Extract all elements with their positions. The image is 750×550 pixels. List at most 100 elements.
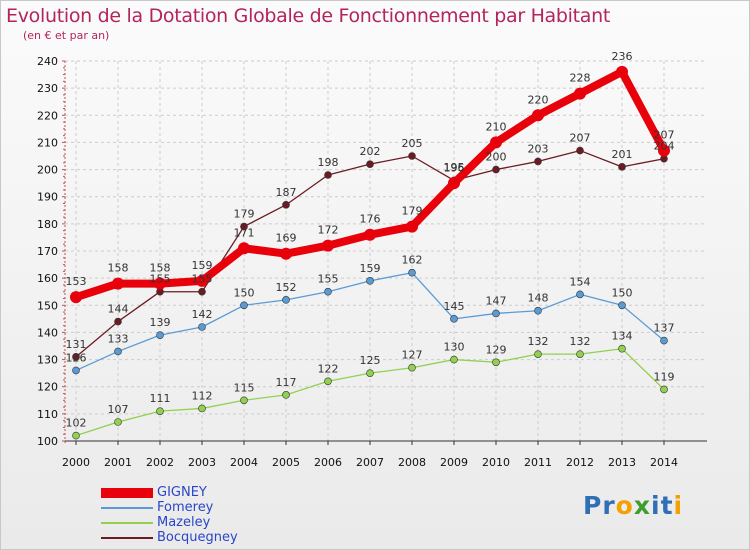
data-label-fomerey: 147 xyxy=(486,294,507,307)
data-point-gigney xyxy=(112,277,124,290)
data-label-gigney: 153 xyxy=(66,275,87,288)
data-point-fomerey xyxy=(198,323,206,331)
data-point-fomerey xyxy=(534,306,542,315)
data-point-bocquegney xyxy=(282,201,290,209)
data-point-gigney xyxy=(532,109,544,122)
data-label-gigney: 195 xyxy=(444,161,465,174)
data-label-mazeley: 132 xyxy=(528,335,549,348)
y-tick-label: 240 xyxy=(37,55,58,68)
data-label-fomerey: 148 xyxy=(528,292,549,305)
data-point-gigney xyxy=(448,177,460,190)
x-tick-label: 2000 xyxy=(62,456,90,469)
y-tick-label: 170 xyxy=(37,245,58,258)
y-tick-label: 200 xyxy=(37,164,58,177)
y-tick-label: 180 xyxy=(37,218,58,231)
y-tick-label: 190 xyxy=(37,191,58,204)
data-point-mazeley xyxy=(366,369,374,377)
data-point-fomerey xyxy=(450,315,458,323)
data-point-mazeley xyxy=(156,407,164,415)
data-point-mazeley xyxy=(660,385,668,394)
data-point-fomerey xyxy=(282,296,290,304)
data-label-bocquegney: 198 xyxy=(318,156,339,169)
data-label-mazeley: 130 xyxy=(444,341,465,354)
data-label-gigney: 176 xyxy=(360,213,381,226)
data-point-mazeley xyxy=(492,358,500,367)
data-point-mazeley xyxy=(282,391,290,399)
data-label-mazeley: 134 xyxy=(612,330,633,343)
data-label-mazeley: 132 xyxy=(570,335,591,348)
y-tick-label: 220 xyxy=(37,109,58,122)
data-label-gigney: 228 xyxy=(570,72,591,85)
data-point-gigney xyxy=(70,291,82,304)
data-label-gigney: 207 xyxy=(654,129,675,142)
data-label-gigney: 236 xyxy=(612,50,633,63)
data-point-mazeley xyxy=(534,350,542,358)
legend-item-gigney: GIGNEY xyxy=(101,485,321,500)
data-point-gigney xyxy=(280,247,292,260)
data-label-bocquegney: 179 xyxy=(234,208,255,221)
data-point-gigney xyxy=(490,136,502,149)
legend-label: GIGNEY xyxy=(157,485,207,500)
data-labels: 153 158 158 159 171 169 172 176 179 195 210 220 228 2… xyxy=(66,50,675,430)
y-tick-label: 210 xyxy=(37,136,58,149)
data-label-gigney: 159 xyxy=(192,259,213,272)
data-point-gigney xyxy=(616,65,628,78)
data-label-mazeley: 112 xyxy=(192,389,213,402)
data-point-mazeley xyxy=(72,431,80,440)
data-point-fomerey xyxy=(156,331,164,339)
data-label-bocquegney: 144 xyxy=(108,303,129,316)
logo-letter: r xyxy=(602,491,616,520)
data-point-mazeley xyxy=(450,355,458,364)
y-tick-label: 140 xyxy=(37,326,58,339)
x-tick-label: 2009 xyxy=(440,456,468,469)
legend-item-mazeley: Mazeley xyxy=(101,515,321,530)
data-label-bocquegney: 131 xyxy=(66,338,87,351)
y-tick-label: 160 xyxy=(37,272,58,285)
data-label-bocquegney: 202 xyxy=(360,145,381,158)
data-label-fomerey: 162 xyxy=(402,254,423,267)
data-point-gigney xyxy=(322,239,334,252)
legend-item-fomerey: Fomerey xyxy=(101,500,321,515)
legend-label: Fomerey xyxy=(157,500,214,515)
legend-item-bocquegney: Bocquegney xyxy=(101,530,321,545)
data-label-bocquegney: 187 xyxy=(276,186,297,199)
data-label-fomerey: 142 xyxy=(192,308,213,321)
chart-subtitle: (en € et par an) xyxy=(23,29,110,42)
data-point-bocquegney xyxy=(72,353,80,361)
data-point-mazeley xyxy=(324,377,332,386)
data-label-gigney: 171 xyxy=(234,226,255,239)
legend-swatch xyxy=(101,488,153,498)
data-label-gigney: 179 xyxy=(402,205,423,218)
logo-letter: i xyxy=(651,491,661,520)
legend-swatch xyxy=(101,507,153,509)
x-tick-label: 2007 xyxy=(356,456,384,469)
data-label-bocquegney: 205 xyxy=(402,137,423,150)
data-label-mazeley: 107 xyxy=(108,403,129,416)
data-label-mazeley: 125 xyxy=(360,354,381,367)
data-label-fomerey: 145 xyxy=(444,300,465,313)
data-point-fomerey xyxy=(114,347,122,356)
x-tick-label: 2004 xyxy=(230,456,258,469)
data-point-bocquegney xyxy=(534,157,542,166)
data-label-bocquegney: 155 xyxy=(192,273,213,286)
logo-letter: o xyxy=(615,491,634,520)
data-label-gigney: 220 xyxy=(528,93,549,106)
data-label-fomerey: 137 xyxy=(654,322,675,335)
y-tick-label: 120 xyxy=(37,381,58,394)
legend-swatch xyxy=(101,522,153,524)
data-point-fomerey xyxy=(72,366,80,375)
data-label-bocquegney: 200 xyxy=(486,151,507,164)
legend-swatch xyxy=(101,537,153,539)
data-point-gigney xyxy=(574,87,586,100)
data-point-fomerey xyxy=(618,301,626,310)
gridlines xyxy=(65,60,707,442)
data-label-fomerey: 154 xyxy=(570,275,591,288)
data-point-mazeley xyxy=(408,363,416,372)
legend: GIGNEY Fomerey Mazeley Bocquegney xyxy=(101,485,321,545)
data-point-gigney xyxy=(154,277,166,290)
data-label-mazeley: 127 xyxy=(402,349,423,362)
data-point-bocquegney xyxy=(618,163,626,171)
x-tick-label: 2012 xyxy=(566,456,594,469)
data-label-fomerey: 152 xyxy=(276,281,297,294)
